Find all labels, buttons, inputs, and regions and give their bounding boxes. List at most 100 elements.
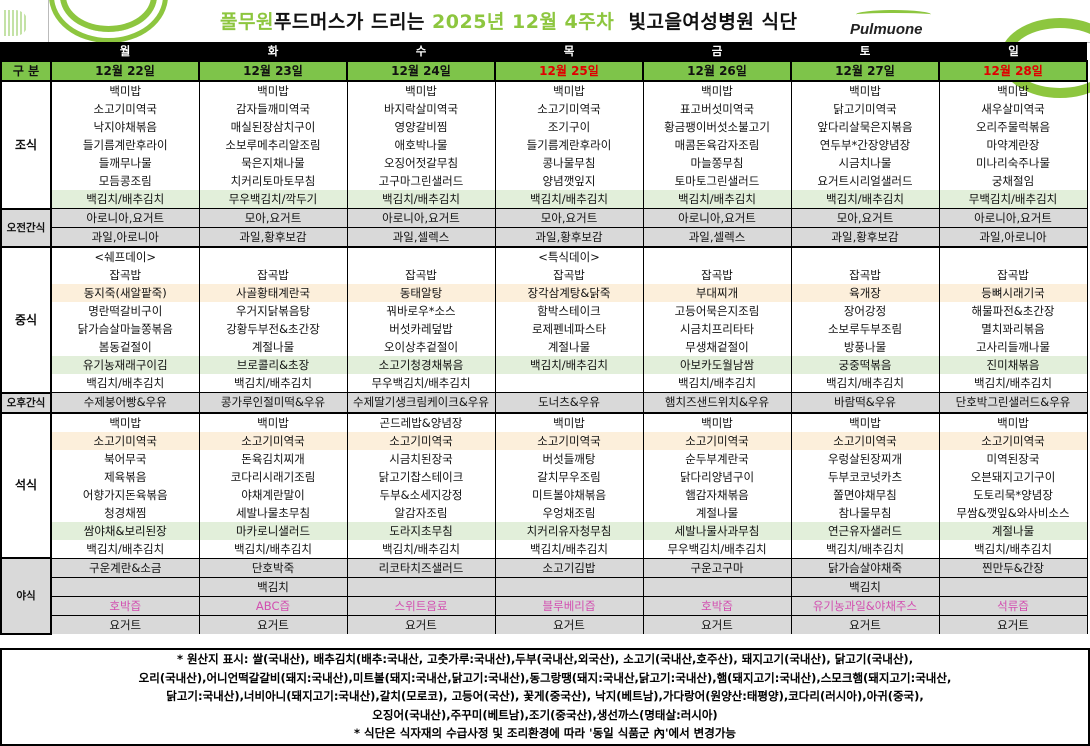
menu-item: 쫄면야채무침	[790, 485, 940, 504]
menu-row: 들깨무나물 묵은지채나물 오징어젓갈무침 콩나물무침 마늘쫑무침 시금치나물 미나리숙주나물	[1, 154, 1088, 172]
menu-item: 백미밥	[790, 80, 940, 100]
menu-item: 백김치/배추김치	[50, 190, 200, 209]
menu-item: 백미밥	[642, 80, 792, 100]
menu-item: 구운고구마	[642, 557, 792, 577]
menu-item: ABC즙	[198, 595, 348, 615]
menu-item: 유기농과일&야채주스	[790, 595, 940, 615]
menu-item: 리코타치즈샐러드	[346, 557, 496, 577]
menu-item: 과일,황후보감	[198, 227, 348, 247]
header: 풀무원푸드머스가 드리는 2025년 12월 4주차 빛고을여성병원 식단 Pu…	[0, 0, 1090, 98]
page-title: 풀무원푸드머스가 드리는 2025년 12월 4주차 빛고을여성병원 식단	[220, 7, 797, 34]
menu-item: 수제붕어빵&우유	[50, 392, 200, 413]
menu-item: 잡곡밥	[938, 266, 1088, 284]
date-header: 12월 25일	[494, 60, 644, 82]
menu-item: 백김치/배추김치	[198, 539, 348, 558]
meal-label: 석식	[0, 411, 52, 559]
menu-item: 소고기청경채볶음	[346, 356, 496, 374]
menu-item: 미나리숙주나물	[938, 154, 1088, 172]
menu-item: 백미밥	[346, 80, 496, 100]
menu-item: 양념깻잎지	[494, 172, 644, 190]
menu-item: 닭가슴살마늘쫑볶음	[50, 320, 200, 338]
menu-item: 방풍나물	[790, 338, 940, 356]
menu-item: 백김치/배추김치	[642, 374, 792, 393]
menu-item: 도토리묵*양념장	[938, 485, 1088, 504]
menu-item: 잡곡밥	[198, 266, 348, 284]
menu-row: 백김치/배추김치 백김치/배추김치 무우백김치/배추김치 백김치/배추김치 백김치/배추…	[1, 374, 1088, 393]
menu-item: 바람떡&우유	[790, 392, 940, 413]
menu-item	[494, 576, 644, 596]
menu-item: 브로콜리&초장	[198, 356, 348, 374]
menu-row: 봄동겉절이 계절나물 오이상추겉절이 계절나물 무생채겉절이 방풍나물 고사리들깨나물	[1, 338, 1088, 356]
menu-item: 소고기미역국	[346, 431, 496, 450]
weekday-header: 화	[198, 42, 347, 61]
menu-item: 소고기미역국	[642, 431, 792, 450]
menu-item: 스위트음료	[346, 595, 496, 615]
meal-label: 오전간식	[0, 207, 52, 248]
menu-item: 오븐돼지고기구이	[938, 467, 1088, 486]
title-brand: 풀무원	[220, 11, 274, 33]
title-text: 푸드머스가 드리는	[273, 11, 425, 33]
menu-item: 장어강정	[790, 302, 940, 320]
menu-item: 두부&소세지강정	[346, 485, 496, 504]
menu-item: 해물파전&초간장	[938, 302, 1088, 320]
menu-item: 시금치나물	[790, 154, 940, 172]
menu-item: 잡곡밥	[790, 266, 940, 284]
menu-item: 과일,셀렉스	[642, 227, 792, 247]
menu-item: 모아,요거트	[494, 208, 644, 228]
menu-item: 아로니아,요거트	[50, 208, 200, 228]
menu-item: 들깨무나물	[50, 154, 200, 172]
menu-row: 조식 백미밥 백미밥 백미밥 백미밥 백미밥 백미밥 백미밥	[0, 80, 1088, 210]
menu-item: 로제펜네파스타	[494, 320, 644, 338]
menu-row: 낙지야채볶음 매실된장삼치구이 영양갈비찜 조기구이 황금팽이버섯소불고기 앞다리살묵은지…	[1, 118, 1088, 136]
menu-item: 북어무국	[50, 449, 200, 468]
menu-row: 호박즙 ABC즙 스위트음료 블루베리즙 호박즙 유기농과일&야채주스 석류즙	[1, 595, 1088, 615]
menu-row: 요거트 요거트 요거트 요거트 요거트 요거트 요거트	[1, 614, 1088, 634]
menu-item: 백김치/배추김치	[790, 190, 940, 209]
menu-item: 모듬콩조림	[50, 172, 200, 190]
logo-swoosh-icon	[856, 10, 931, 19]
menu-item: 요거트	[790, 614, 940, 634]
menu-item: 장각삼계탕&닭죽	[494, 284, 644, 302]
menu-item: <쉐프데이>	[50, 246, 200, 266]
menu-item: 백김치/배추김치	[790, 539, 940, 558]
menu-item: 소고기미역국	[50, 431, 200, 450]
menu-item: 봄동겉절이	[50, 338, 200, 356]
meal-label: 조식	[0, 80, 52, 210]
menu-item	[642, 576, 792, 596]
menu-item: 무우백김치/배추김치	[346, 374, 496, 393]
menu-item: 소보루두부조림	[790, 320, 940, 338]
menu-item: 모아,요거트	[790, 208, 940, 228]
menu-item: 요거트	[50, 614, 200, 634]
pulmuone-logo: Pulmuone	[850, 10, 931, 38]
menu-item: 시금치프리타타	[642, 320, 792, 338]
menu-item: 애호박나물	[346, 136, 496, 154]
menu-item: 백미밥	[494, 80, 644, 100]
menu-item: 갈치무우조림	[494, 467, 644, 486]
menu-item: 석류즙	[938, 595, 1088, 615]
menu-item: 닭고기찹스테이크	[346, 467, 496, 486]
menu-row: 백김치/배추김치 백김치/배추김치 백김치/배추김치 백김치/배추김치 무우백김치/배추…	[1, 539, 1088, 558]
menu-item: 우엉채조림	[494, 503, 644, 522]
menu-item: 백미밥	[50, 80, 200, 100]
menu-item: <특식데이>	[494, 246, 644, 266]
menu-item: 곤드레밥&양념장	[346, 411, 496, 432]
menu-item: 순두부계란국	[642, 449, 792, 468]
menu-item: 강황두부전&초간장	[198, 320, 348, 338]
category-label: 구 분	[0, 60, 52, 82]
menu-item: 참나물무침	[790, 503, 940, 522]
footer-line: 닭고기:국내산),너비아니(돼지고기:국내산),갈치(모로코), 고등어(국산)…	[166, 689, 924, 704]
menu-item: 치커리유자청무침	[494, 521, 644, 540]
menu-item: 무쌈&깻잎&와사비소스	[938, 503, 1088, 522]
menu-item: 황금팽이버섯소불고기	[642, 118, 792, 136]
menu-item: 닭다리양념구이	[642, 467, 792, 486]
menu-item: 영양갈비찜	[346, 118, 496, 136]
menu-item: 도너츠&우유	[494, 392, 644, 413]
menu-item: 호박즙	[642, 595, 792, 615]
menu-item: 육개장	[790, 284, 940, 302]
menu-item: 과일,셀렉스	[346, 227, 496, 247]
menu-item: 잡곡밥	[494, 266, 644, 284]
menu-item: 두부코코넛카츠	[790, 467, 940, 486]
menu-item: 무생채겉절이	[642, 338, 792, 356]
menu-item: 소보루메추리알조림	[198, 136, 348, 154]
